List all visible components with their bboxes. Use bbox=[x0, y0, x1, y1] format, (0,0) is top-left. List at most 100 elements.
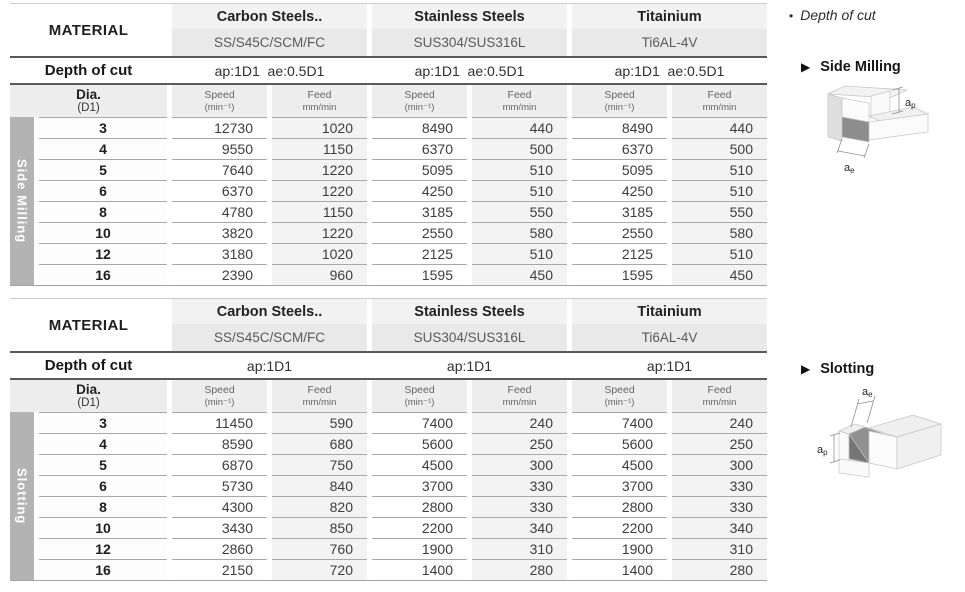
speed-column-header: Speed (min⁻¹) bbox=[372, 85, 467, 117]
feed-unit: mm/min bbox=[302, 101, 337, 113]
section-title: Side Milling bbox=[820, 59, 901, 75]
speed-label: Speed bbox=[604, 384, 635, 396]
speed-value: 4300 bbox=[172, 496, 267, 517]
feed-value: 240 bbox=[472, 412, 567, 433]
speed-value: 5095 bbox=[572, 159, 667, 180]
speed-value: 3185 bbox=[372, 201, 467, 222]
depth-value-stainless: ap:1D1 bbox=[372, 353, 567, 378]
table-rule bbox=[10, 56, 767, 58]
feed-value: 510 bbox=[672, 180, 767, 201]
speed-value: 4250 bbox=[372, 180, 467, 201]
speed-column-header: Speed (min⁻¹) bbox=[172, 85, 267, 117]
dia-header-label: Dia. bbox=[76, 86, 101, 102]
feed-value: 310 bbox=[472, 538, 567, 559]
feed-value: 450 bbox=[472, 264, 567, 285]
bullet-icon: • bbox=[789, 9, 794, 23]
depth-value-titanium: ap:1D1 bbox=[572, 353, 767, 378]
table-rule bbox=[10, 351, 767, 353]
feed-value: 330 bbox=[472, 475, 567, 496]
depth-value-carbon: ap:1D1 ae:0.5D1 bbox=[172, 58, 367, 83]
feed-value: 850 bbox=[272, 517, 367, 538]
feed-unit: mm/min bbox=[502, 101, 537, 113]
speed-unit: (min⁻¹) bbox=[404, 101, 435, 113]
slotting-section: ▶ Slotting ae ap bbox=[789, 361, 965, 488]
feed-value: 1220 bbox=[272, 159, 367, 180]
speed-value: 1900 bbox=[372, 538, 467, 559]
feed-value: 330 bbox=[672, 496, 767, 517]
feed-column-header: Feed mm/min bbox=[472, 380, 567, 412]
speed-value: 3180 bbox=[172, 243, 267, 264]
feed-value: 330 bbox=[472, 496, 567, 517]
feed-value: 1020 bbox=[272, 243, 367, 264]
speed-value: 1400 bbox=[572, 559, 667, 580]
speed-value: 6370 bbox=[572, 138, 667, 159]
dia-value: 3 bbox=[39, 117, 167, 138]
material-name-carbon: Carbon Steels.. bbox=[172, 299, 367, 324]
material-name-titanium: Titainium bbox=[572, 4, 767, 29]
material-grade-stainless: SUS304/SUS316L bbox=[372, 324, 567, 351]
speed-value: 8490 bbox=[572, 117, 667, 138]
table-top-rule bbox=[10, 298, 767, 299]
material-grade-stainless: SUS304/SUS316L bbox=[372, 29, 567, 56]
feed-column-header: Feed mm/min bbox=[672, 380, 767, 412]
material-grade-carbon: SS/S45C/SCM/FC bbox=[172, 29, 367, 56]
feed-value: 750 bbox=[272, 454, 367, 475]
material-name-stainless: Stainless Steels bbox=[372, 4, 567, 29]
feed-value: 550 bbox=[472, 201, 567, 222]
speed-value: 7640 bbox=[172, 159, 267, 180]
feed-label: Feed bbox=[707, 89, 732, 101]
table-rule bbox=[10, 378, 767, 380]
dia-value: 5 bbox=[39, 454, 167, 475]
table-bottom-rule bbox=[10, 285, 767, 286]
feed-label: Feed bbox=[307, 384, 332, 396]
speed-value: 3700 bbox=[372, 475, 467, 496]
speed-value: 6370 bbox=[172, 180, 267, 201]
note-text: Depth of cut bbox=[800, 7, 876, 23]
right-triangle-icon: ▶ bbox=[801, 60, 811, 74]
feed-value: 510 bbox=[672, 159, 767, 180]
speed-value: 8590 bbox=[172, 433, 267, 454]
speed-unit: (min⁻¹) bbox=[604, 101, 635, 113]
feed-column-header: Feed mm/min bbox=[272, 380, 367, 412]
feed-value: 440 bbox=[672, 117, 767, 138]
dia-value: 3 bbox=[39, 412, 167, 433]
material-grade-titanium: Ti6AL-4V bbox=[572, 324, 767, 351]
table-rule bbox=[10, 83, 767, 85]
speed-column-header: Speed (min⁻¹) bbox=[172, 380, 267, 412]
speed-value: 1595 bbox=[572, 264, 667, 285]
feed-value: 1220 bbox=[272, 180, 367, 201]
feed-value: 840 bbox=[272, 475, 367, 496]
speed-unit: (min⁻¹) bbox=[604, 396, 635, 408]
feed-value: 500 bbox=[472, 138, 567, 159]
feed-value: 510 bbox=[472, 180, 567, 201]
speed-value: 4500 bbox=[372, 454, 467, 475]
speed-value: 2860 bbox=[172, 538, 267, 559]
feed-value: 680 bbox=[272, 433, 367, 454]
feed-column-header: Feed mm/min bbox=[272, 85, 367, 117]
slotting-diagram: ae ap bbox=[817, 386, 943, 478]
ae-dimension-label: ae bbox=[862, 386, 873, 399]
depth-of-cut-header: Depth of cut bbox=[10, 353, 167, 378]
speed-value: 4500 bbox=[572, 454, 667, 475]
speed-value: 2800 bbox=[372, 496, 467, 517]
feed-value: 960 bbox=[272, 264, 367, 285]
right-triangle-icon: ▶ bbox=[801, 362, 811, 376]
illustration-panel: • Depth of cut ▶ Side Milling ap bbox=[789, 3, 965, 581]
feed-column-header: Feed mm/min bbox=[472, 85, 567, 117]
feed-value: 580 bbox=[672, 222, 767, 243]
feed-value: 250 bbox=[472, 433, 567, 454]
depth-of-cut-header: Depth of cut bbox=[10, 58, 167, 83]
dia-value: 8 bbox=[39, 496, 167, 517]
side-milling-diagram: ap ae bbox=[827, 85, 930, 175]
speed-value: 11450 bbox=[172, 412, 267, 433]
dia-value: 10 bbox=[39, 222, 167, 243]
feed-value: 1150 bbox=[272, 138, 367, 159]
depth-value-stainless: ap:1D1 ae:0.5D1 bbox=[372, 58, 567, 83]
speed-value: 5600 bbox=[372, 433, 467, 454]
speed-value: 2550 bbox=[572, 222, 667, 243]
material-header: MATERIAL bbox=[10, 4, 167, 56]
speed-value: 2200 bbox=[572, 517, 667, 538]
feed-value: 310 bbox=[672, 538, 767, 559]
speed-value: 2200 bbox=[372, 517, 467, 538]
